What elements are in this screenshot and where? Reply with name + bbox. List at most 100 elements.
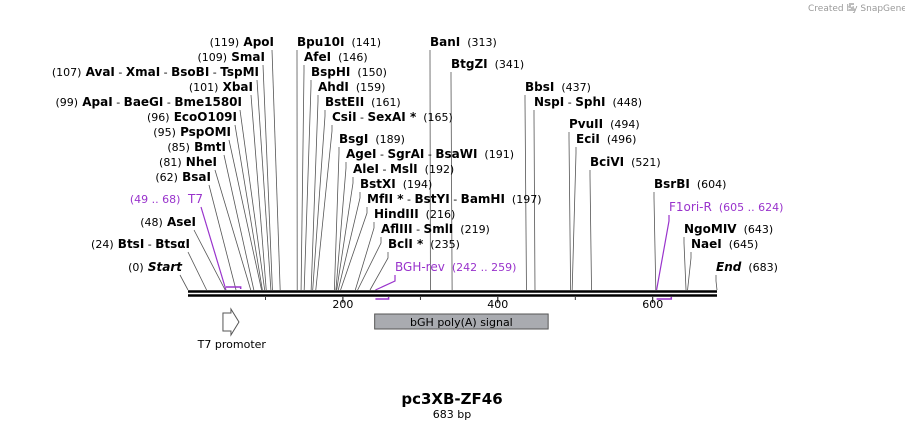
site-afei[interactable]: AfeI (146) xyxy=(304,50,368,64)
site-nhei[interactable]: (81) NheI xyxy=(159,155,217,169)
bgh-polya-feature[interactable]: bGH poly(A) signal xyxy=(374,313,549,330)
site-bsphi[interactable]: BspHI (150) xyxy=(311,65,387,79)
connector-line xyxy=(271,49,281,291)
site-start[interactable]: (0) Start xyxy=(128,260,183,274)
snapgene-credit: Created by SnapGene xyxy=(808,3,905,14)
site-xbai[interactable]: (101) XbaI xyxy=(189,80,253,94)
connector-line xyxy=(335,162,347,291)
site-bsai[interactable]: (62) BsaI xyxy=(155,170,211,184)
site-bmti[interactable]: (85) BmtI xyxy=(167,140,226,154)
site-label: PvuII (494) xyxy=(569,117,640,131)
site-label: CsiI - SexAI * (165) xyxy=(332,110,453,124)
connector-line xyxy=(340,207,368,291)
site-asei[interactable]: (48) AseI xyxy=(140,215,196,229)
site-pvuii[interactable]: PvuII (494) xyxy=(569,117,640,131)
site-bcli[interactable]: BclI * (235) xyxy=(388,237,460,251)
site-hindiii[interactable]: HindIII (216) xyxy=(374,207,455,221)
connector-line xyxy=(354,222,375,291)
site-alei-msli[interactable]: AleI - MslI (192) xyxy=(353,162,454,176)
site-label: EciI (496) xyxy=(576,132,636,146)
primer-arrow-icon xyxy=(656,297,673,300)
site-label: BstXI (194) xyxy=(360,177,432,191)
polya-box xyxy=(374,313,549,330)
site-label: (49 .. 68) T7 xyxy=(130,192,203,206)
site-label: (24) BtsI - BtsαI xyxy=(91,237,190,251)
site-label: AhdI (159) xyxy=(318,80,385,94)
connector-line xyxy=(179,274,189,291)
site-t7[interactable]: (49 .. 68) T7 xyxy=(130,192,203,206)
connector-line xyxy=(193,229,226,291)
connector-line xyxy=(315,125,333,291)
position-ruler: 200 400 600 xyxy=(265,297,663,311)
tick-label: 400 xyxy=(487,298,508,311)
connector-line xyxy=(200,206,227,291)
site-pspomi[interactable]: (95) PspOMI xyxy=(153,125,231,139)
site-avai-xmai-bsobi-tspmi[interactable]: (107) AvaI - XmaI - BsoBI - TspMI xyxy=(52,65,259,79)
site-label: BtgZI (341) xyxy=(451,57,524,71)
connector-line xyxy=(655,215,670,291)
site-label: (81) NheI xyxy=(159,155,217,169)
site-label: (101) XbaI xyxy=(189,80,253,94)
primer-binding-sites xyxy=(225,286,673,300)
site-label: BspHI (150) xyxy=(311,65,387,79)
connector-line xyxy=(715,275,718,291)
site-naei[interactable]: NaeI (645) xyxy=(691,237,758,251)
site-label: (107) AvaI - XmaI - BsoBI - TspMI xyxy=(52,65,259,79)
site-bstxi[interactable]: BstXI (194) xyxy=(360,177,432,191)
connector-line xyxy=(262,64,273,291)
site-mfii-bstyi-bamhi[interactable]: MfII * - BstYI - BamHI (197) xyxy=(367,192,542,206)
site-bsrbi[interactable]: BsrBI (604) xyxy=(654,177,726,191)
site-ecoo109i[interactable]: (96) EcoO109I xyxy=(147,110,237,124)
site-label: (48) AseI xyxy=(140,215,196,229)
connector-line xyxy=(333,147,340,291)
sequence-length: 683 bp xyxy=(433,408,471,421)
site-apai-baegi-bme1580i[interactable]: (99) ApaI - BaeGI - Bme1580I xyxy=(55,95,242,109)
t7-promoter-feature[interactable]: T7 promoter xyxy=(197,307,267,351)
site-bgh-rev[interactable]: BGH-rev (242 .. 259) xyxy=(395,260,516,274)
connector-line xyxy=(208,184,237,291)
site-label: NgoMIV (643) xyxy=(684,222,773,236)
connector-line xyxy=(687,252,692,291)
site-label: NspI - SphI (448) xyxy=(534,95,642,109)
site-ahdi[interactable]: AhdI (159) xyxy=(318,80,385,94)
connector-line xyxy=(336,177,354,291)
site-csii-sexai[interactable]: CsiI - SexAI * (165) xyxy=(332,110,453,124)
site-nspi-sphi[interactable]: NspI - SphI (448) xyxy=(534,95,642,109)
site-label: (96) EcoO109I xyxy=(147,110,237,124)
site-smai[interactable]: (109) SmaI xyxy=(198,50,265,64)
tick-label: 600 xyxy=(642,298,663,311)
site-agei-sgrai-bsawi[interactable]: AgeI - SgrAI - BsaWI (191) xyxy=(346,147,514,161)
site-bcivi[interactable]: BciVI (521) xyxy=(590,155,661,169)
credit-text: Created by SnapGene xyxy=(808,4,905,14)
site-label: (119) ApoI xyxy=(210,35,274,49)
connector-line xyxy=(369,252,389,291)
connector-line xyxy=(187,251,207,291)
site-label: BsrBI (604) xyxy=(654,177,726,191)
site-label: BGH-rev (242 .. 259) xyxy=(395,260,516,274)
site-bsteii[interactable]: BstEII (161) xyxy=(325,95,401,109)
site-end[interactable]: End (683) xyxy=(716,260,778,274)
connector-line xyxy=(256,79,272,291)
site-label: End (683) xyxy=(716,260,778,274)
site-bsgi[interactable]: BsgI (189) xyxy=(339,132,405,146)
sequence-backbone xyxy=(188,290,717,297)
site-label: F1ori-R (605 .. 624) xyxy=(669,200,783,214)
site-label: (0) Start xyxy=(128,260,183,274)
connector-line xyxy=(357,237,382,291)
cut-site-labels: (119) ApoI(109) SmaI(107) AvaI - XmaI - … xyxy=(52,35,784,274)
connector-line xyxy=(234,124,263,291)
primer-arrow-icon xyxy=(225,286,242,289)
site-ecii[interactable]: EciI (496) xyxy=(576,132,636,146)
site-ngomiv[interactable]: NgoMIV (643) xyxy=(684,222,773,236)
site-label: (109) SmaI xyxy=(198,50,265,64)
site-bani[interactable]: BanI (313) xyxy=(430,35,497,49)
site-label: BciVI (521) xyxy=(590,155,661,169)
site-apoi[interactable]: (119) ApoI xyxy=(210,35,274,49)
site-btgzi[interactable]: BtgZI (341) xyxy=(451,57,524,71)
site-bpu10i[interactable]: Bpu10I (141) xyxy=(297,35,381,49)
site-label: AgeI - SgrAI - BsaWI (191) xyxy=(346,147,514,161)
site-f1ori-r[interactable]: F1ori-R (605 .. 624) xyxy=(669,200,783,214)
site-btsi-bts-i[interactable]: (24) BtsI - BtsαI xyxy=(91,237,190,251)
site-bbsi[interactable]: BbsI (437) xyxy=(525,80,591,94)
site-afliii-smli[interactable]: AflIII - SmlI (219) xyxy=(381,222,490,236)
